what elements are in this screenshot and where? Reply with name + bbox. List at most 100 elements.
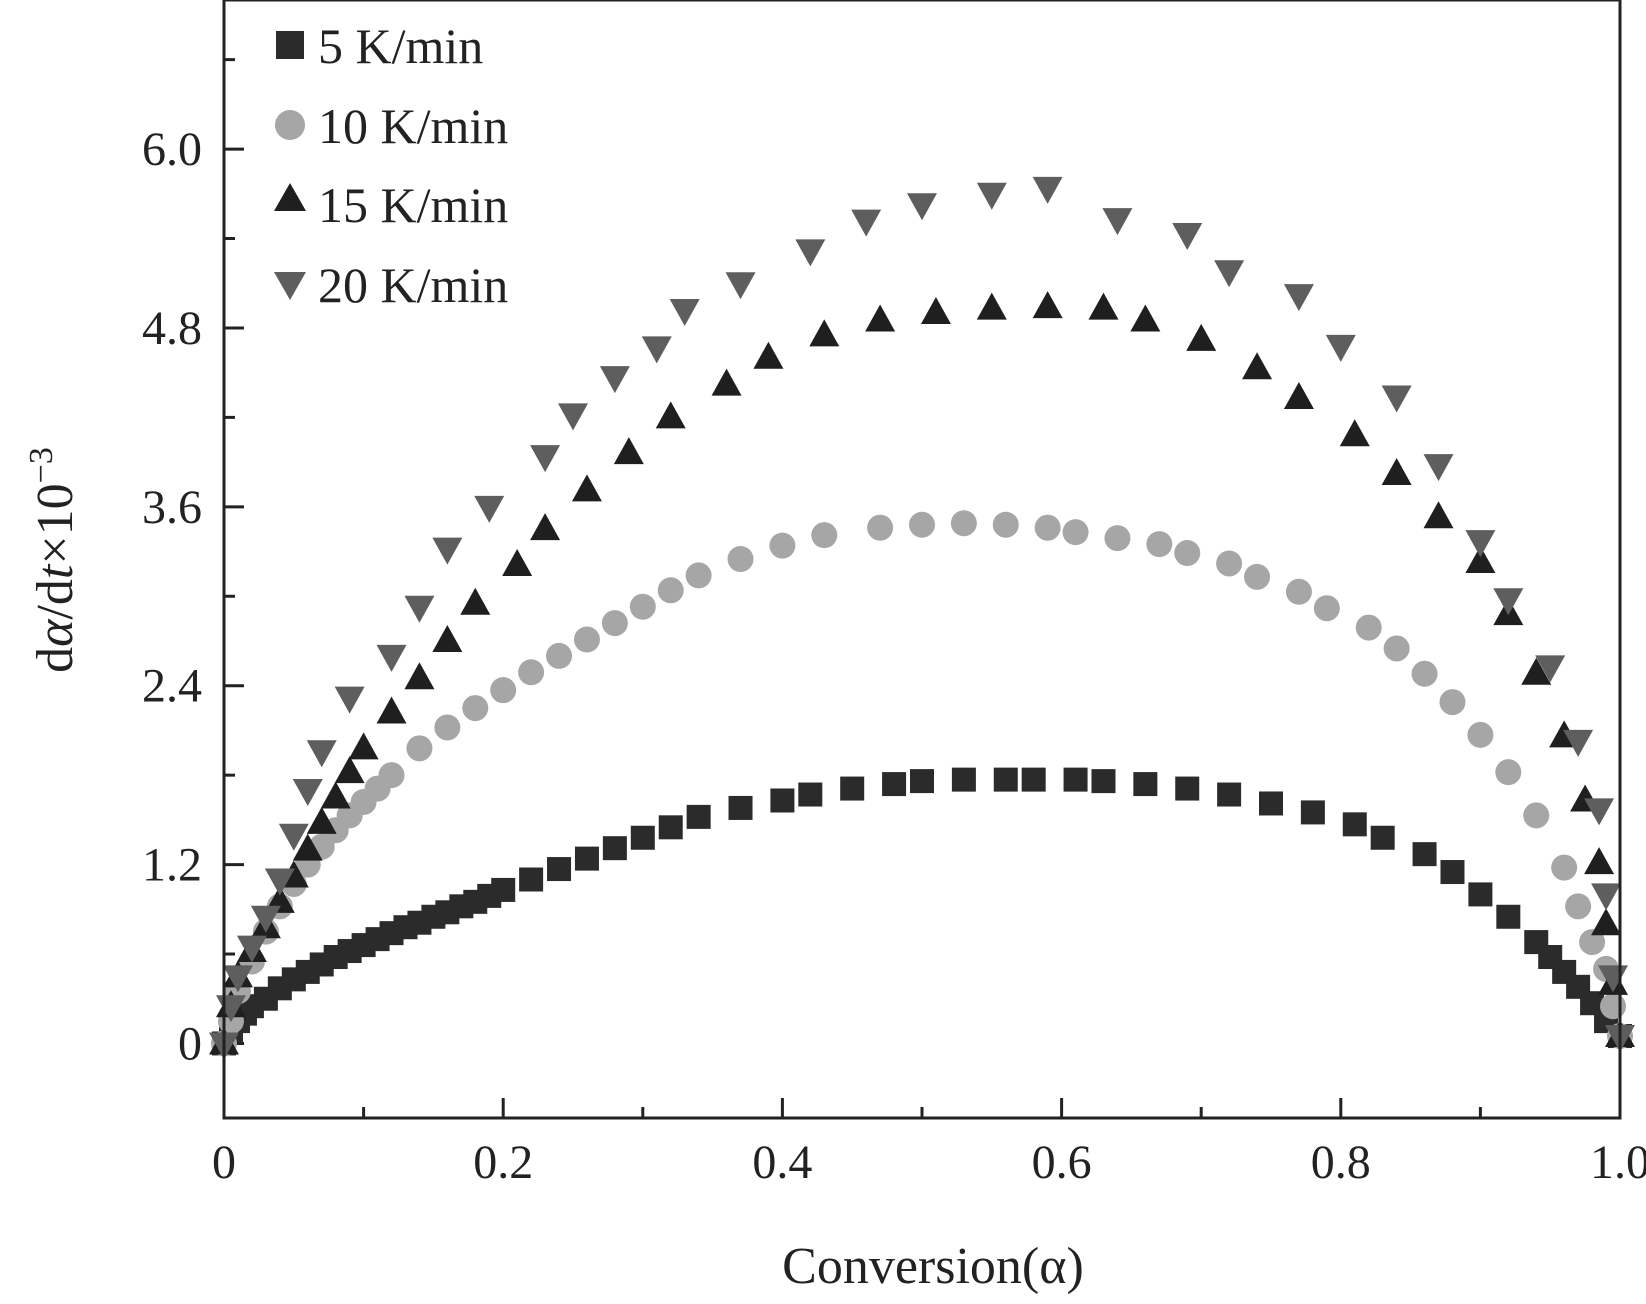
legend: 5 K/min 10 K/min 15 K/min 20 K/min [274, 18, 508, 313]
data-point-triangle-down [1032, 176, 1063, 204]
data-point-triangle-down [236, 935, 267, 963]
data-point-triangle-up [1591, 908, 1622, 936]
data-point-square [1412, 842, 1437, 867]
data-point-circle [1600, 993, 1627, 1020]
data-point-triangle-up [1242, 352, 1273, 380]
data-point-circle [573, 626, 600, 653]
x-axis-title: Conversion(α) [782, 1238, 1084, 1295]
data-point-triangle-down [641, 336, 672, 364]
data-point-triangle-up [753, 341, 784, 369]
data-point-circle [769, 532, 796, 559]
data-point-circle [406, 735, 433, 762]
data-point-triangle-down [1584, 798, 1615, 826]
series-10-k-min [211, 510, 1633, 1057]
data-point-triangle-up [1465, 545, 1496, 573]
data-point-circle [867, 514, 894, 541]
legend-item-20-k-min: 20 K/min [274, 257, 508, 313]
plot-frame [222, 0, 1622, 1120]
data-point-circle [950, 510, 977, 537]
data-point-circle [546, 642, 573, 669]
legend-triangle-down-marker [274, 272, 306, 300]
data-point-triangle-up [1186, 323, 1217, 351]
data-point-square [1021, 767, 1046, 792]
data-point-triangle-down [1283, 284, 1314, 312]
data-point-circle [629, 593, 656, 620]
data-point-triangle-down [1214, 260, 1245, 288]
data-point-circle [727, 546, 754, 572]
data-point-triangle-up [432, 624, 463, 652]
legend-triangle-up-marker [274, 183, 306, 211]
data-point-triangle-up [1130, 304, 1161, 332]
data-point-square [951, 767, 976, 792]
data-point-triangle-down [222, 965, 253, 993]
data-point-square [1468, 882, 1493, 907]
data-point-triangle-up [920, 297, 951, 325]
data-point-square [547, 857, 572, 882]
data-point-triangle-down [264, 868, 295, 896]
legend-label: 20 K/min [318, 257, 508, 313]
data-point-square [910, 769, 934, 794]
data-point-triangle-down [1563, 729, 1594, 757]
points-layer [209, 176, 1635, 1060]
data-point-circle [1439, 689, 1466, 716]
data-point-triangle-up [306, 806, 337, 834]
data-point-triangle-up [530, 513, 561, 541]
data-point-circle [1383, 635, 1410, 662]
y-tick-label: 0 [178, 1017, 202, 1070]
data-point-circle [1411, 660, 1438, 687]
legend-square-marker [276, 31, 304, 59]
x-tick-label: 0.8 [1311, 1136, 1371, 1189]
data-point-square [798, 782, 823, 807]
data-point-circle [1355, 614, 1382, 641]
data-point-triangle-down [376, 644, 407, 672]
data-point-triangle-up [711, 368, 742, 396]
data-point-circle [1285, 578, 1312, 605]
data-point-triangle-down [976, 182, 1007, 210]
data-point-circle [1579, 929, 1606, 956]
y-title-times: ×10 [27, 483, 84, 564]
data-point-triangle-up [655, 401, 686, 429]
data-point-square [1217, 782, 1242, 807]
data-point-circle [992, 511, 1019, 538]
data-point-circle [1146, 531, 1173, 558]
y-title-exponent: −3 [23, 447, 60, 483]
data-point-square [491, 877, 516, 902]
data-point-triangle-down [558, 403, 588, 431]
data-point-square [1370, 825, 1395, 850]
legend-item-15-k-min: 15 K/min [274, 177, 508, 233]
y-tick-label: 3.6 [142, 481, 202, 534]
data-point-triangle-down [404, 595, 435, 623]
data-point-circle [1495, 759, 1522, 786]
data-point-triangle-up [376, 696, 407, 724]
y-title-d: d [27, 647, 84, 673]
data-point-triangle-up [1381, 458, 1412, 486]
data-point-square [1259, 791, 1283, 816]
x-tick-label: 0.2 [473, 1136, 533, 1189]
data-point-square [686, 804, 711, 829]
data-point-square [1091, 769, 1116, 794]
data-point-triangle-up [1423, 501, 1454, 529]
data-point-circle [811, 522, 838, 549]
data-point-square [1342, 812, 1367, 837]
x-tick-label: 0.6 [1032, 1136, 1092, 1189]
data-point-circle [434, 714, 461, 741]
legend-label: 10 K/min [318, 98, 508, 154]
data-point-circle [462, 695, 489, 722]
data-point-triangle-down [669, 299, 700, 327]
data-point-triangle-down [1493, 588, 1524, 616]
data-point-triangle-down [278, 823, 309, 851]
data-point-circle [657, 577, 684, 604]
data-point-triangle-down [474, 495, 505, 523]
data-point-triangle-down [1325, 334, 1356, 362]
data-point-square [882, 772, 907, 797]
data-point-circle [685, 562, 712, 589]
data-point-triangle-up [613, 437, 644, 465]
y-tick-label: 1.2 [142, 839, 202, 892]
ticks-layer [222, 58, 1622, 1118]
data-point-triangle-down [599, 366, 630, 394]
data-point-circle [1313, 595, 1340, 622]
y-tick-label: 4.8 [142, 302, 202, 355]
data-point-triangle-up [865, 304, 896, 332]
data-point-circle [1523, 802, 1550, 829]
data-point-square [574, 846, 599, 871]
